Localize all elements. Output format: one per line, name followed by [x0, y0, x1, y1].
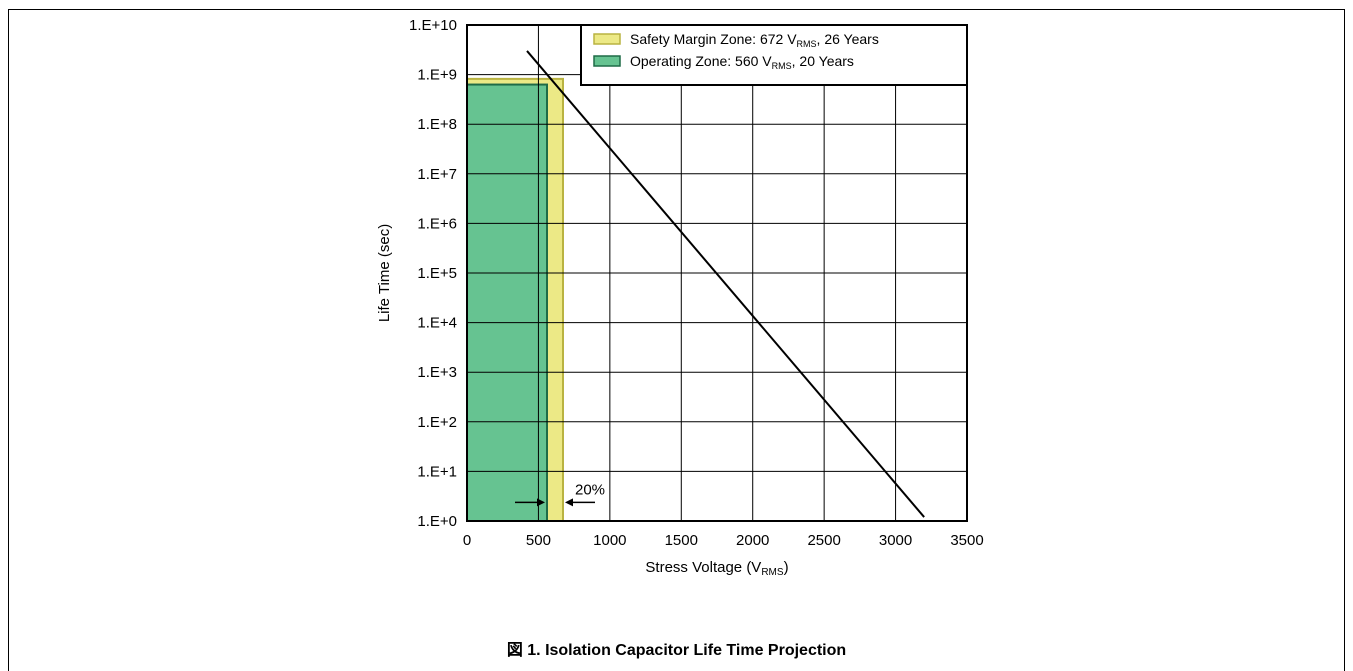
x-tick-label: 0	[463, 532, 471, 549]
x-tick-label: 3000	[879, 532, 912, 549]
y-tick-label: 1.E+10	[409, 17, 457, 34]
legend-swatch-safety	[593, 33, 621, 45]
x-axis-label: Stress Voltage (VRMS)	[645, 559, 788, 578]
y-tick-label: 1.E+7	[417, 166, 457, 183]
legend-label-operating: Operating Zone: 560 VRMS, 20 Years	[630, 53, 854, 71]
x-tick-label: 2000	[736, 532, 769, 549]
x-tick-label: 2500	[807, 532, 840, 549]
y-tick-label: 1.E+3	[417, 364, 457, 381]
arrow-right-head	[537, 498, 545, 507]
margin-annotation: 20%	[515, 481, 605, 507]
legend-box	[580, 24, 968, 86]
life-time-projection-line	[526, 50, 925, 518]
x-tick-label: 500	[526, 532, 551, 549]
legend-swatch-operating	[593, 55, 621, 67]
legend-label-safety: Safety Margin Zone: 672 VRMS, 26 Years	[630, 31, 879, 49]
y-tick-label: 1.E+1	[417, 463, 457, 480]
figure-frame	[8, 9, 1345, 671]
legend: Safety Margin Zone: 672 VRMS, 26 Years Op…	[580, 24, 968, 86]
axes: 0 500 1000 1500 2000 2500 3000 3500 1.E+0 1.E+1 1.…	[376, 17, 984, 578]
y-tick-label: 1.E+4	[417, 315, 457, 332]
y-tick-label: 1.E+6	[417, 215, 457, 232]
operating-zone-area	[466, 83, 548, 523]
y-tick-label: 1.E+9	[417, 67, 457, 84]
life-time-chart: 20% 0 500 1000 1500 2000 2500 3000 3500 1.E+0 1.E…	[376, 17, 984, 578]
x-tick-label: 1500	[665, 532, 698, 549]
zone-areas	[466, 77, 564, 523]
y-tick-label: 1.E+5	[417, 265, 457, 282]
series-lines	[526, 50, 925, 518]
y-tick-label: 1.E+0	[417, 513, 457, 530]
x-tick-label: 3500	[950, 532, 983, 549]
y-tick-label: 1.E+2	[417, 414, 457, 431]
arrow-left-head	[565, 498, 573, 507]
annotation-label: 20%	[575, 481, 605, 498]
figure-caption: 図 1. Isolation Capacitor Life Time Proje…	[506, 642, 847, 659]
y-axis-label: Life Time (sec)	[376, 224, 393, 322]
x-tick-label: 1000	[593, 532, 626, 549]
y-tick-label: 1.E+8	[417, 116, 457, 133]
